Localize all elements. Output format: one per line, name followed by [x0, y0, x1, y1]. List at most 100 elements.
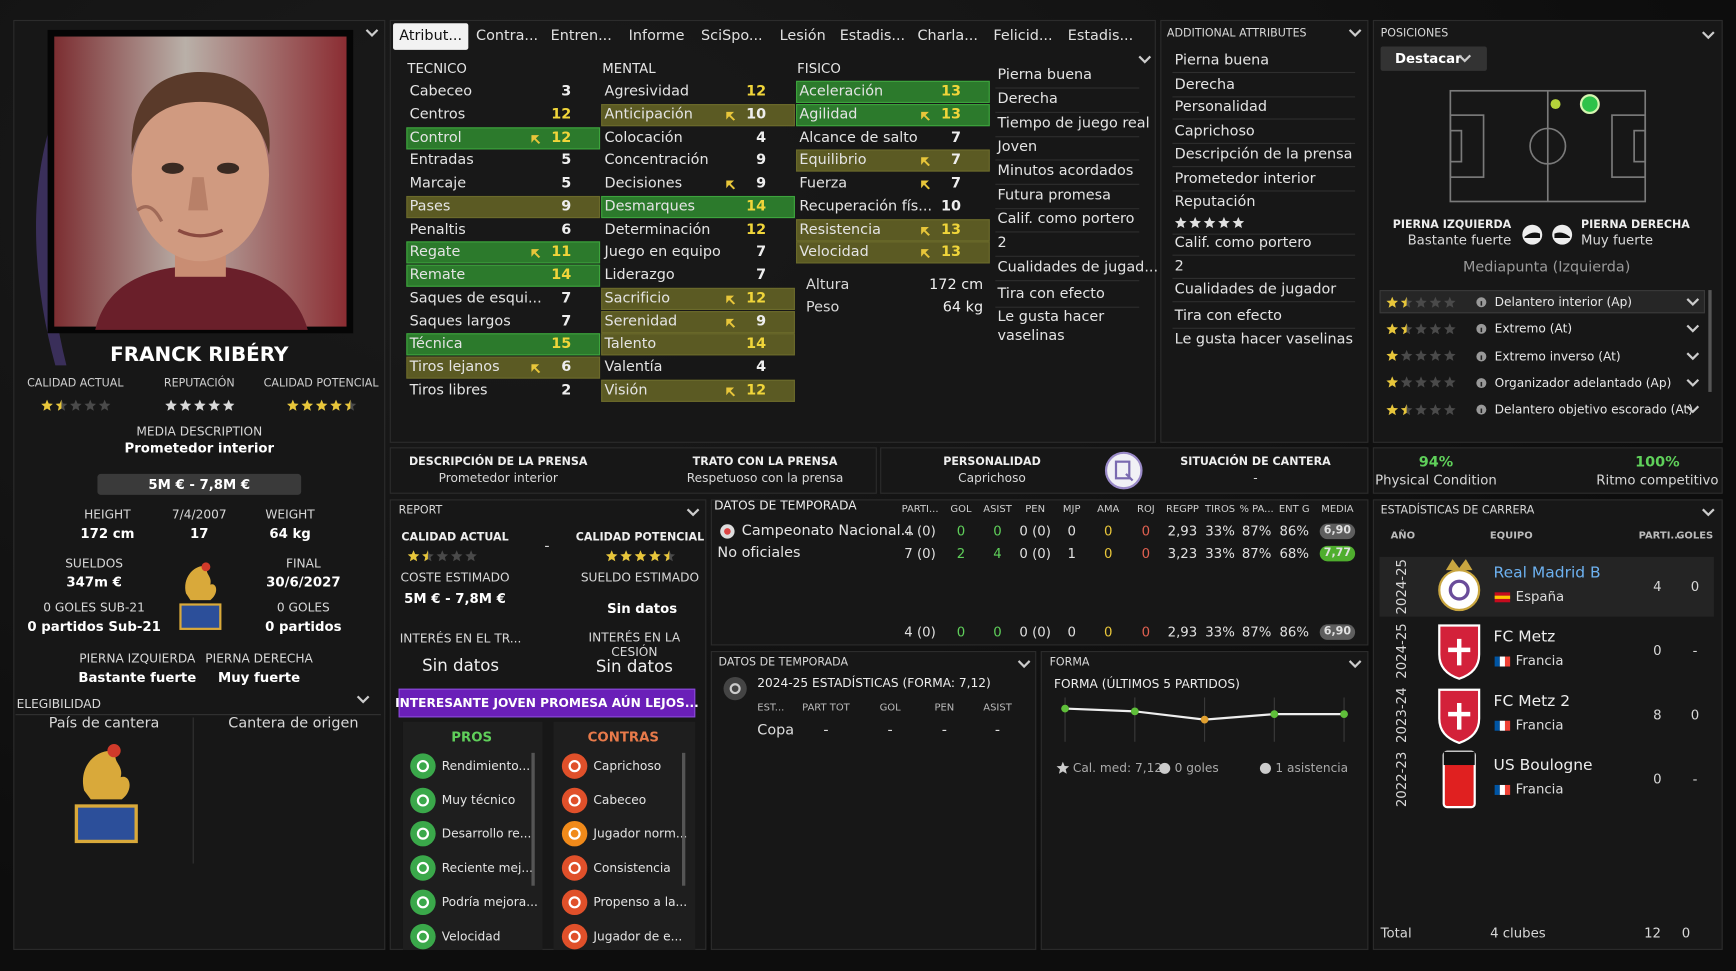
attribute-value: 5 — [561, 175, 572, 192]
dropdown-chevron[interactable] — [1348, 29, 1362, 38]
label: 172 cm — [80, 525, 135, 542]
flag-stripe — [1499, 720, 1505, 731]
dropdown-chevron[interactable] — [686, 508, 700, 517]
label: Extremo (At) — [1494, 321, 1573, 337]
tab[interactable]: Atribut... — [399, 27, 463, 45]
label: 2 — [956, 545, 966, 562]
highlight-button[interactable] — [1380, 46, 1487, 71]
label: PIERNA DERECHA — [1580, 219, 1690, 232]
star-empty — [1444, 349, 1456, 361]
progress-arrow — [726, 180, 736, 190]
scrollbar — [531, 752, 535, 886]
label: GOL — [950, 504, 972, 516]
dropdown-chevron[interactable] — [1138, 55, 1152, 64]
attribute-value: 7 — [950, 175, 961, 192]
dropdown-chevron[interactable] — [1686, 325, 1700, 334]
label: ESTADÍSTICAS DE CARRERA — [1380, 504, 1535, 518]
label: 33% — [1205, 523, 1235, 539]
label: 0 partidos — [265, 618, 342, 635]
icon-disc — [561, 787, 588, 813]
attribute-name: Saques largos — [409, 313, 511, 330]
dropdown-chevron[interactable] — [1348, 660, 1362, 669]
separator — [1172, 233, 1356, 235]
eligibility-title[interactable]: ELEGIBILIDAD — [16, 696, 102, 712]
attribute-value: 10 — [940, 198, 961, 215]
info-icon — [1476, 404, 1487, 415]
dropdown-chevron[interactable] — [1686, 378, 1700, 388]
tab[interactable]: Felicid... — [993, 27, 1053, 45]
attribute-value: 14 — [746, 336, 767, 353]
label: Cualidades de jugador — [1174, 281, 1337, 299]
dropdown-chevron[interactable] — [365, 29, 379, 38]
attribute-value: 4 — [756, 129, 767, 146]
separator — [995, 87, 1140, 89]
icon-glyph — [568, 828, 581, 841]
attribute-value: 9 — [756, 175, 767, 192]
tab-active[interactable] — [393, 23, 469, 50]
label: Bastante fuerte — [1407, 232, 1512, 248]
progress-arrow — [921, 249, 930, 259]
info-icon — [1476, 351, 1487, 362]
dropdown-chevron[interactable] — [1686, 351, 1700, 361]
footer-icon — [1056, 761, 1070, 774]
tab[interactable]: Informe — [628, 27, 685, 45]
icon-glyph — [568, 862, 581, 875]
tab[interactable]: Estadis... — [839, 27, 906, 45]
dropdown-chevron[interactable] — [1017, 660, 1031, 669]
info-bar — [1480, 354, 1483, 360]
label: 7 (0) — [904, 545, 936, 562]
label: PEN — [934, 702, 955, 714]
club-badge — [1438, 688, 1481, 745]
footer-icon — [1159, 762, 1171, 774]
dropdown-chevron[interactable] — [1458, 54, 1472, 63]
attribute-highlight — [406, 126, 601, 149]
section-link[interactable]: DATOS DE TEMPORADA — [714, 498, 857, 514]
progress-arrow — [726, 318, 736, 328]
label: 0 — [1104, 624, 1113, 640]
button-label[interactable]: Destacar — [1394, 50, 1462, 67]
label: Calif. como portero — [1174, 234, 1312, 252]
label: 2024-25 ESTADÍSTICAS (FORMA: 7,12) — [757, 675, 991, 691]
label: 33% — [1205, 624, 1235, 640]
label: Muy fuerte — [1580, 232, 1654, 248]
dropdown-chevron[interactable] — [1701, 31, 1715, 40]
chevron — [1686, 405, 1700, 414]
dropdown-chevron[interactable] — [1686, 298, 1700, 307]
tab[interactable]: Contra... — [476, 27, 539, 45]
footer-icon — [1259, 762, 1271, 774]
star-fill — [222, 399, 234, 411]
info-bar — [1480, 408, 1483, 414]
dropdown-chevron[interactable] — [356, 695, 370, 704]
section-link[interactable]: FORMA (ÚLTIMOS 5 PARTIDOS) — [1053, 676, 1240, 692]
icon — [1259, 762, 1271, 774]
chevron — [1348, 29, 1362, 37]
star-fill — [207, 399, 220, 411]
chevron — [1701, 508, 1715, 517]
star-empty — [1415, 403, 1427, 415]
icon-disc — [561, 923, 588, 949]
icon-dot — [724, 528, 731, 535]
chevron — [1686, 325, 1700, 333]
label: FC Metz — [1493, 628, 1556, 647]
attribute-value: 5 — [561, 152, 572, 169]
attribute-name: Anticipación — [604, 106, 693, 123]
tab[interactable]: Estadis... — [1067, 27, 1134, 45]
tab[interactable]: Lesión — [779, 27, 826, 45]
star-rating — [1386, 349, 1456, 361]
tab[interactable]: Entren... — [550, 27, 612, 45]
tab[interactable]: SciSpo... — [701, 27, 763, 45]
dropdown-chevron[interactable] — [1701, 508, 1715, 517]
label: 0 — [956, 523, 966, 539]
rating-badge — [1319, 523, 1356, 540]
label: 0 — [1104, 523, 1113, 539]
tab[interactable]: Charla... — [917, 27, 978, 45]
dropdown-chevron[interactable] — [1686, 405, 1700, 414]
star-fill — [605, 549, 617, 561]
flag — [1494, 656, 1511, 667]
star-fill — [619, 549, 632, 561]
trait-icon — [410, 821, 436, 847]
label: Francia — [1515, 652, 1564, 669]
label: DATOS DE TEMPORADA — [718, 656, 849, 669]
progress-arrow — [531, 249, 541, 259]
label: 0 — [1067, 523, 1076, 539]
